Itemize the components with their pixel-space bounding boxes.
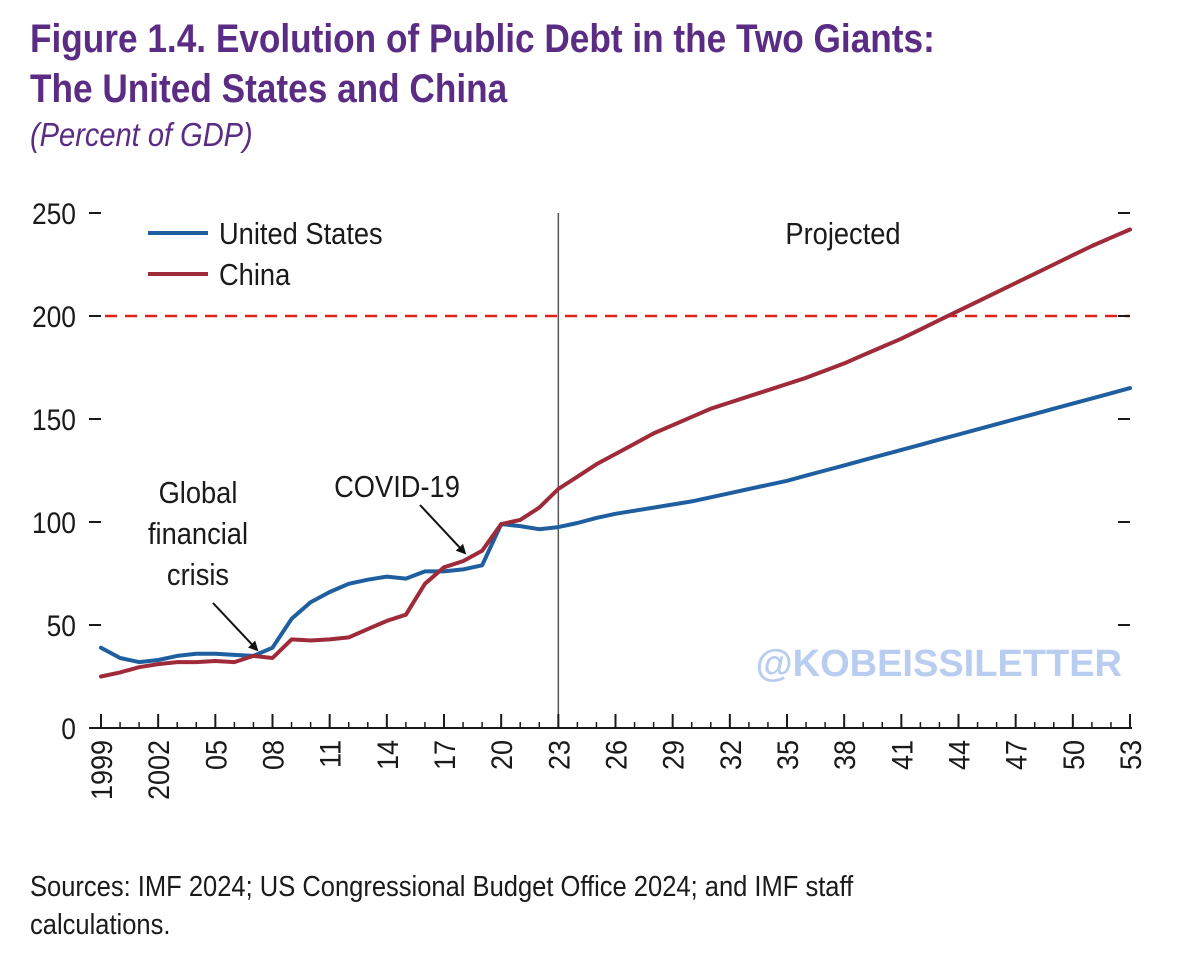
projected-label: Projected xyxy=(785,217,900,251)
y-tick-label: 50 xyxy=(47,608,76,642)
chart-title-line1: Figure 1.4. Evolution of Public Debt in … xyxy=(30,17,935,61)
covid-label: COVID-19 xyxy=(334,470,460,504)
chart-title-line2: The United States and China xyxy=(30,67,508,111)
x-tick-label: 35 xyxy=(772,740,806,770)
y-tick-label: 100 xyxy=(32,505,76,539)
x-tick-label: 38 xyxy=(829,740,863,770)
y-tick-label: 0 xyxy=(61,711,76,745)
gfc-label-line: crisis xyxy=(167,558,229,592)
gfc-label-line: financial xyxy=(148,517,248,551)
watermark-text: @KOBEISSILETTER xyxy=(756,643,1122,685)
x-tick-label: 26 xyxy=(600,740,634,770)
x-tick-label: 44 xyxy=(943,740,977,770)
source-line2: calculations. xyxy=(30,909,171,941)
legend-label-0: United States xyxy=(219,217,383,251)
x-tick-label: 1999 xyxy=(86,740,120,800)
x-tick-label: 23 xyxy=(543,740,577,770)
x-tick-label: 41 xyxy=(886,740,920,770)
x-tick-label: 05 xyxy=(200,740,234,770)
source-line1: Sources: IMF 2024; US Congressional Budg… xyxy=(30,871,854,903)
x-tick-label: 20 xyxy=(486,740,520,770)
source-note: Sources: IMF 2024; US Congressional Budg… xyxy=(30,868,853,944)
x-tick-label: 29 xyxy=(657,740,691,770)
chart-title: Figure 1.4. Evolution of Public Debt in … xyxy=(30,14,935,114)
legend-label-1: China xyxy=(219,258,291,292)
x-tick-label: 14 xyxy=(372,740,406,770)
x-tick-label: 47 xyxy=(1000,740,1034,770)
x-tick-label: 11 xyxy=(314,740,348,768)
us-debt-line xyxy=(99,386,1132,665)
x-tick-label: 53 xyxy=(1115,740,1149,770)
covid-arrow xyxy=(419,504,467,555)
y-tick-label: 250 xyxy=(32,196,76,230)
y-tick-label: 150 xyxy=(32,402,76,436)
x-tick-label: 32 xyxy=(715,740,749,770)
x-tick-label: 2002 xyxy=(143,740,177,800)
y-tick-label: 200 xyxy=(32,299,76,333)
x-tick-label: 08 xyxy=(257,740,291,770)
china-debt-line xyxy=(99,227,1132,679)
gfc-arrow xyxy=(212,602,259,652)
x-tick-label: 17 xyxy=(429,740,463,770)
gfc-label-line: Global xyxy=(159,476,238,510)
chart-subtitle: (Percent of GDP) xyxy=(30,116,253,153)
x-tick-label: 50 xyxy=(1058,740,1092,770)
